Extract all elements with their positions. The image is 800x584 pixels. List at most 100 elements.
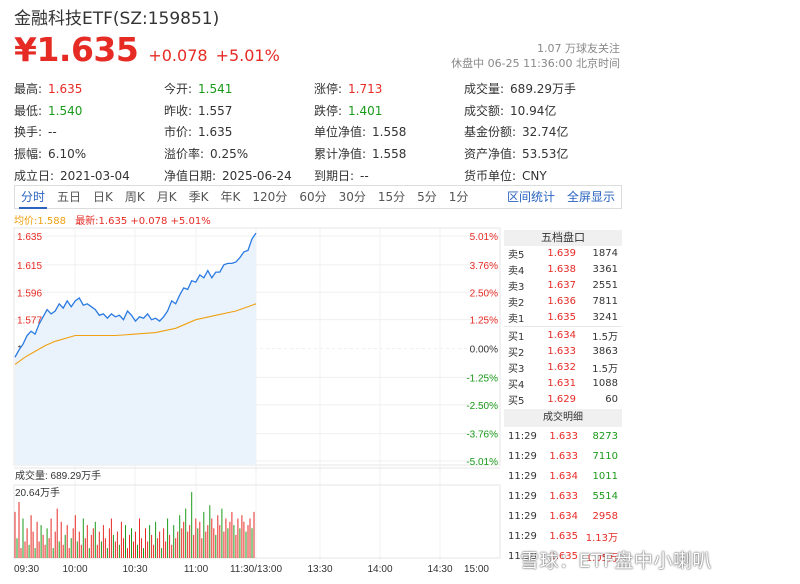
stat-value: 2025-06-24 [222,168,292,183]
stat-value: 1.401 [348,103,383,118]
orderbook-price: 1.639 [547,248,576,260]
x-tick: 13:30 [307,564,332,575]
watermark: 雪球：ETF盘中小喇叭 [520,550,713,572]
avg-price-legend: 均价:1.588 [14,216,66,227]
stat-label: 溢价率: [164,147,205,162]
stat-label: 市价: [164,125,193,140]
stat-value: 1.557 [198,103,233,118]
stat-row: 振幅: 6.10% 溢价率: 0.25% 累计净值: 1.558 资产净值: 53.53亿 [14,143,614,165]
volume-label: 成交量: 689.29万手 [15,469,101,482]
x-tick: 10:00 [62,564,87,575]
y-tick-right: -1.25% [466,373,498,384]
tab-6[interactable]: 年K [220,190,241,204]
follow-count[interactable]: 1.07 万球友关注 [537,42,620,55]
stat-value: 1.713 [348,82,383,97]
stat-value: 1.540 [48,103,83,118]
stat-value: 1.635 [48,82,83,97]
stat-label: 昨收: [164,103,193,118]
stat-item: 单位净值: 1.558 [314,123,464,140]
stat-item: 成立日: 2021-03-04 [14,167,164,184]
trade-price: 1.634 [549,471,578,483]
tab-11[interactable]: 5分 [417,190,437,204]
trade-row: 11:30 1.635 1.05万 [504,547,622,567]
stat-value: 0.25% [210,147,249,162]
stat-label: 换手: [14,125,43,140]
orderbook-row: 卖1 1.635 3241 [504,309,622,325]
orderbook-row: 买3 1.632 1.5万 [504,360,622,376]
tab-10[interactable]: 15分 [377,190,406,204]
orderbook-level: 卖5 [508,250,525,262]
stat-item: 到期日: -- [314,167,464,184]
orderbook-price: 1.637 [547,279,576,291]
price-line [14,232,257,358]
stat-value: 10.94亿 [510,103,557,118]
tab-4[interactable]: 月K [156,190,177,204]
stat-value: CNY [522,168,547,183]
stat-item: 基金份额: 32.74亿 [464,123,614,140]
orderbook-price: 1.635 [547,311,576,323]
stat-item: 涨停: 1.713 [314,80,464,97]
range-stats-link[interactable]: 区间统计 [506,190,555,204]
orderbook-price: 1.631 [547,377,576,389]
tab-5[interactable]: 季K [188,190,209,204]
stat-item: 成交额: 10.94亿 [464,102,614,119]
orderbook-level: 买4 [508,379,525,391]
tab-1[interactable]: 五日 [57,190,82,204]
stat-value: 1.635 [198,125,233,140]
y-tick-right: 2.50% [470,288,498,299]
orderbook-panel: 五档盘口 卖5 1.639 1874 卖4 1.638 3361 卖3 1.637 2551 卖2… [504,230,622,567]
stat-label: 涨停: [314,82,343,97]
trade-time: 11:29 [508,511,537,523]
stat-item: 累计净值: 1.558 [314,145,464,162]
tab-8[interactable]: 60分 [299,190,327,204]
orderbook-price: 1.634 [547,330,576,342]
orderbook-level: 卖3 [508,281,525,293]
orderbook-row: 卖3 1.637 2551 [504,278,622,294]
orderbook-title: 五档盘口 [504,230,622,246]
orderbook-price: 1.629 [547,393,576,405]
orderbook-volume: 7811 [592,295,618,307]
stat-value: 32.74亿 [522,125,569,140]
tab-2[interactable]: 日K [93,190,113,204]
y-tick-left: 1.596 [17,288,42,299]
orderbook-volume: 3863 [592,346,618,358]
stat-label: 成立日: [14,168,55,183]
orderbook-volume: 1088 [592,377,618,389]
stat-label: 累计净值: [314,147,367,162]
stat-label: 成交额: [464,103,505,118]
stat-item: 换手: -- [14,123,164,140]
price-plot-frame [13,227,501,466]
tab-0[interactable]: 分时 [15,186,51,209]
y-tick-left: 1.635 [17,232,42,243]
stat-item: 最低: 1.540 [14,102,164,119]
y-tick-right: -3.76% [466,430,498,441]
y-tick-left: 1.615 [17,261,42,272]
trade-row: 11:29 1.633 5514 [504,487,622,507]
fullscreen-link[interactable]: 全屏显示 [566,190,615,204]
price-row: ¥1.635 +0.078 +5.01% [14,30,280,69]
orderbook-volume: 3241 [592,311,618,323]
trade-time: 11:29 [508,431,537,443]
trade-price: 1.633 [549,491,578,503]
y-tick-right: 1.25% [470,316,498,327]
trade-row: 11:29 1.635 1.13万 [504,527,622,547]
stat-row: 成立日: 2021-03-04 净值日期: 2025-06-24 到期日: -- 货币单位:… [14,164,614,186]
tab-9[interactable]: 30分 [338,190,366,204]
x-tick: 14:30 [427,564,452,575]
stat-label: 净值日期: [164,168,217,183]
trade-price: 1.633 [549,431,578,443]
trade-volume: 8273 [592,431,618,443]
y-tick-right: -2.50% [466,401,498,412]
tab-7[interactable]: 120分 [252,190,288,204]
trade-row: 11:29 1.633 8273 [504,427,622,447]
trade-row: 11:29 1.633 7110 [504,447,622,467]
orderbook-row: 买2 1.633 3863 [504,344,622,360]
trade-time: 11:29 [508,491,537,503]
tab-3[interactable]: 周K [124,190,145,204]
x-tick: 11:00 [184,564,209,575]
stat-row: 最高: 1.635 今开: 1.541 涨停: 1.713 成交量: 689.29万手 [14,78,614,100]
page-title: 金融科技ETF(SZ:159851) [14,9,220,29]
stat-item: 净值日期: 2025-06-24 [164,167,314,184]
tab-12[interactable]: 1分 [448,190,469,204]
stat-label: 到期日: [314,168,355,183]
